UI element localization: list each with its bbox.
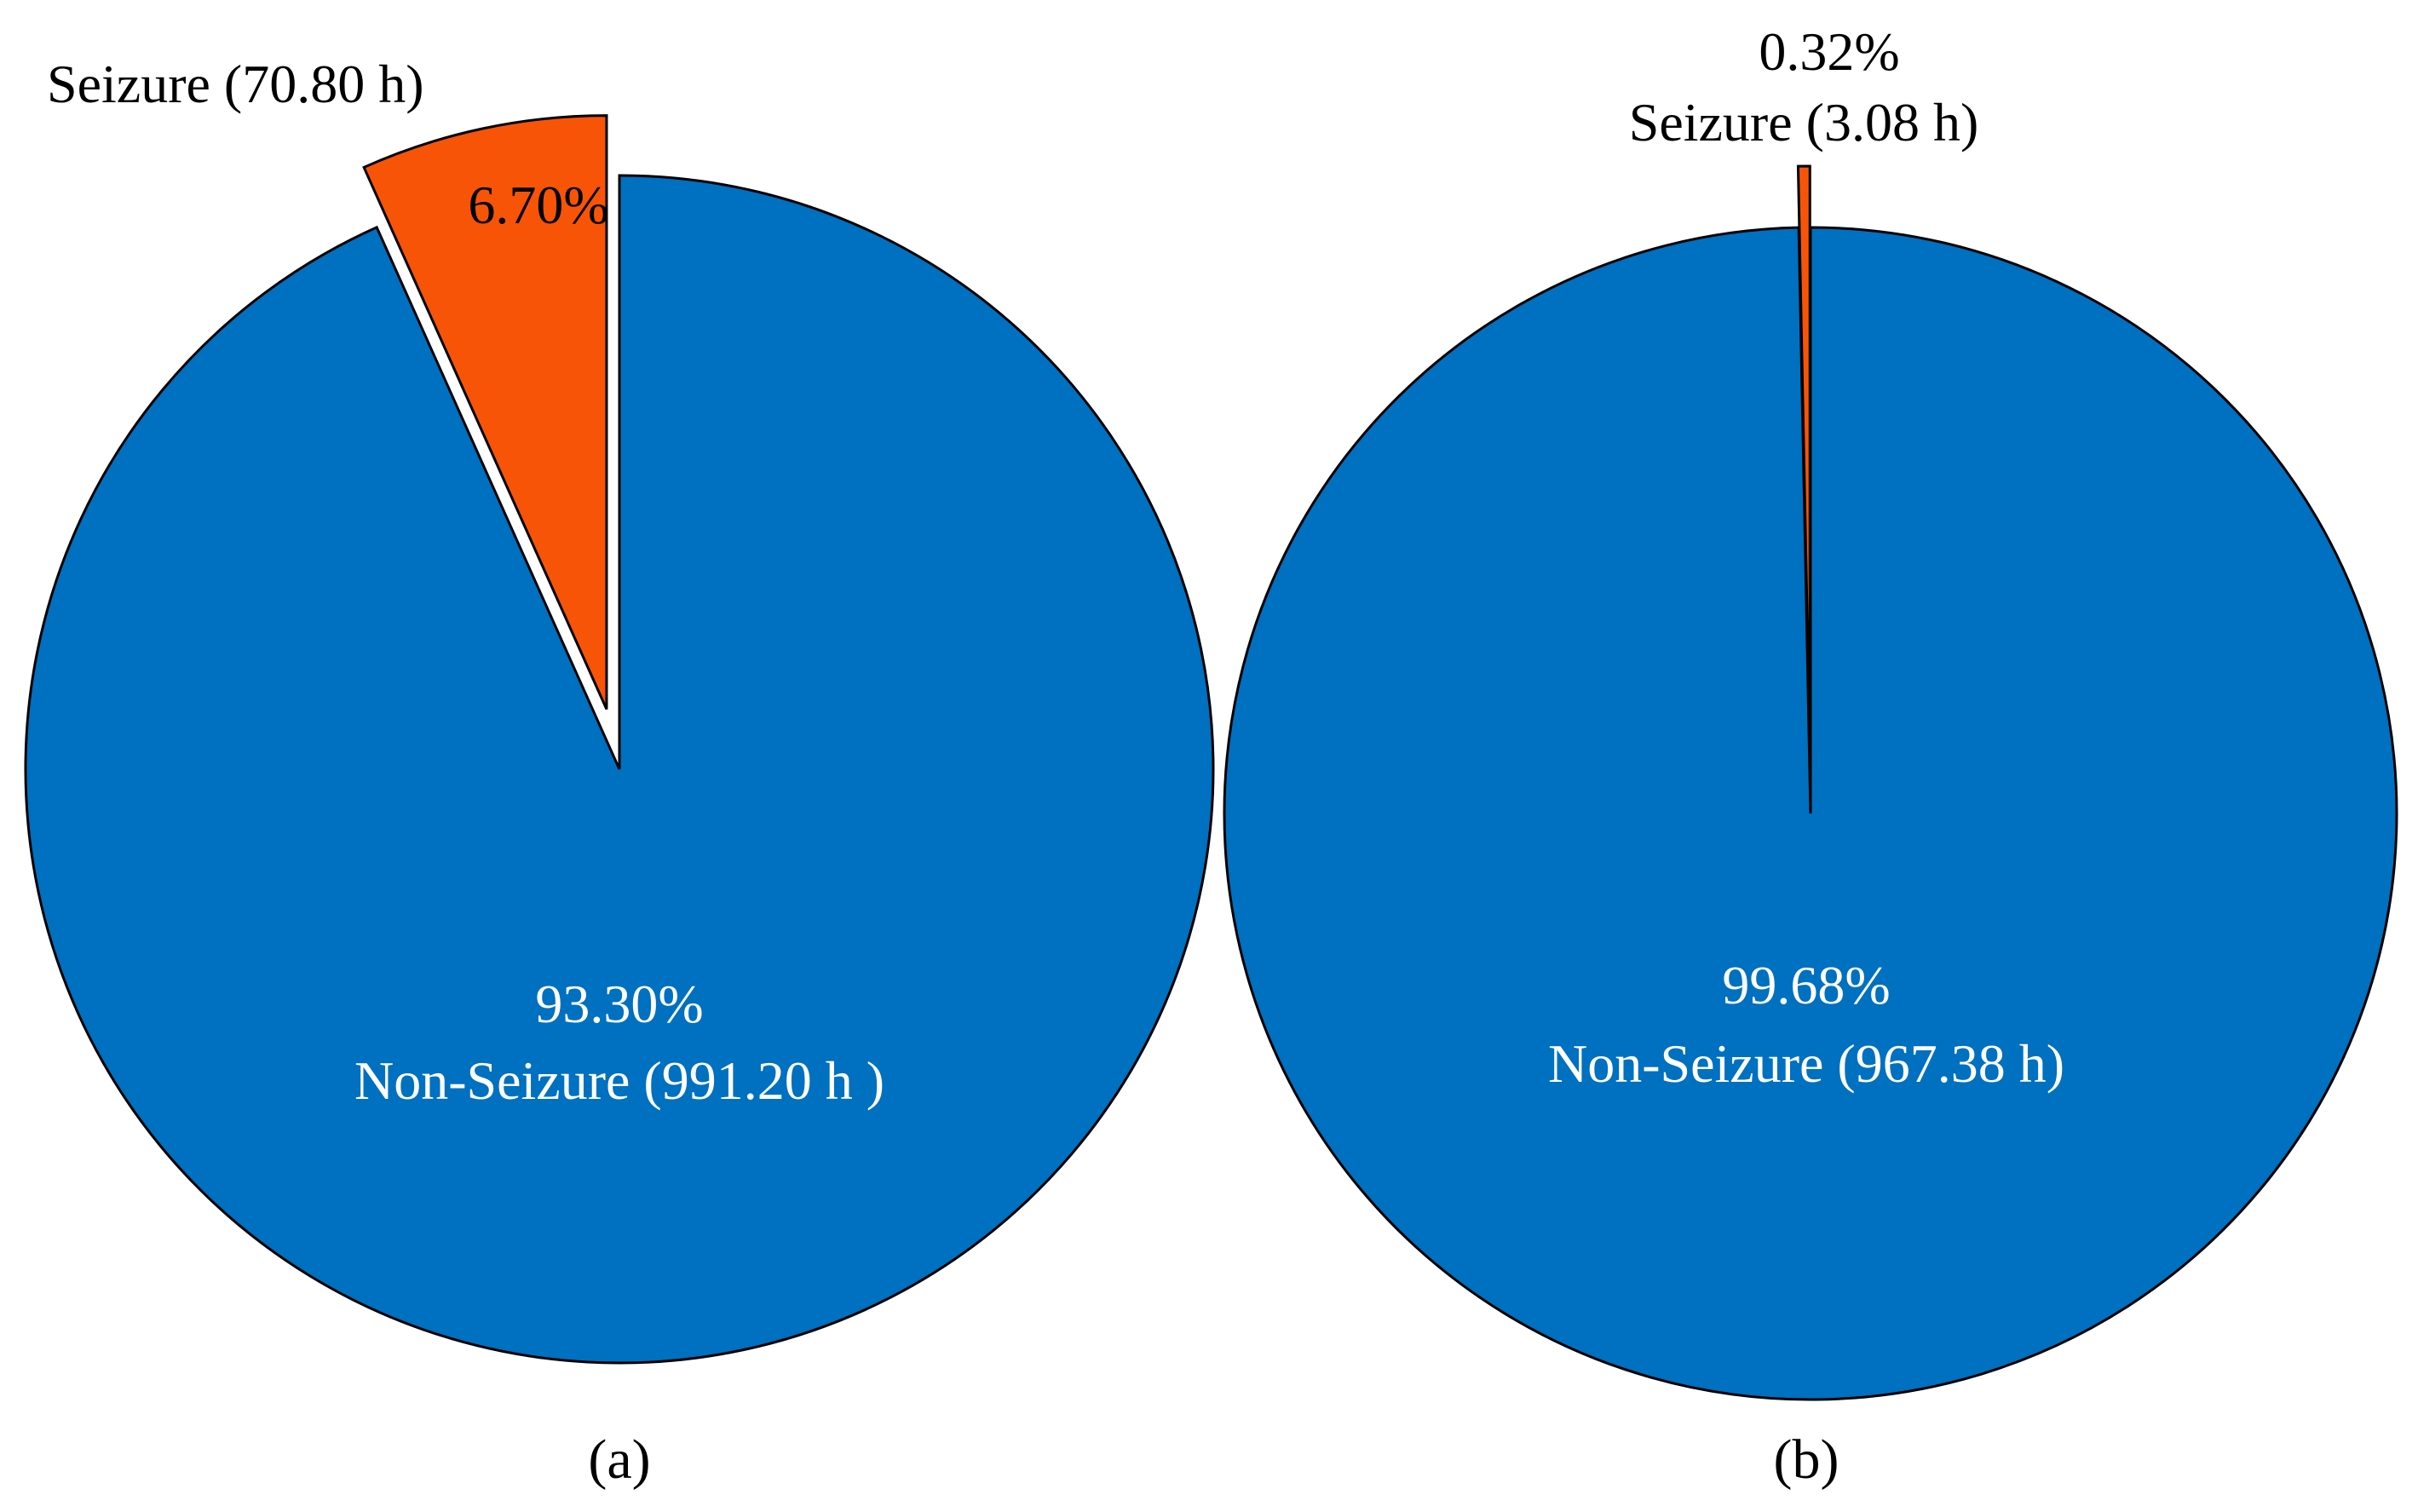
pie-a: Seizure (70.80 h) 6.70% 93.30% Non-Seizu… bbox=[24, 54, 1215, 1491]
pie-a-non-seizure-hours-label: Non-Seizure (991.20 h ) bbox=[354, 1050, 884, 1111]
pie-b: 0.32% Seizure (3.08 h) 99.68% Non-Seizur… bbox=[1223, 21, 2398, 1491]
pie-b-slice-non-seizure bbox=[1223, 226, 2398, 1401]
panel-label-b: (b) bbox=[1774, 1429, 1839, 1491]
pie-b-slice-seizure bbox=[1796, 164, 1811, 753]
pie-b-non-seizure-hours-label: Non-Seizure (967.38 h) bbox=[1548, 1033, 2064, 1094]
pie-b-seizure-hours-label: Seizure (3.08 h) bbox=[1629, 92, 1979, 152]
pie-a-slice-non-seizure bbox=[24, 174, 1215, 1365]
pie-a-non-seizure-percent-label: 93.30% bbox=[535, 974, 703, 1034]
pie-b-non-seizure-percent-label: 99.68% bbox=[1722, 955, 1890, 1015]
pie-b-seizure-percent-label: 0.32% bbox=[1759, 21, 1899, 82]
panel-label-a: (a) bbox=[588, 1429, 650, 1491]
pie-a-seizure-percent-label: 6.70% bbox=[468, 175, 608, 235]
pie-a-seizure-hours-label: Seizure (70.80 h) bbox=[47, 54, 424, 114]
pie-a-slice-seizure bbox=[362, 114, 608, 710]
